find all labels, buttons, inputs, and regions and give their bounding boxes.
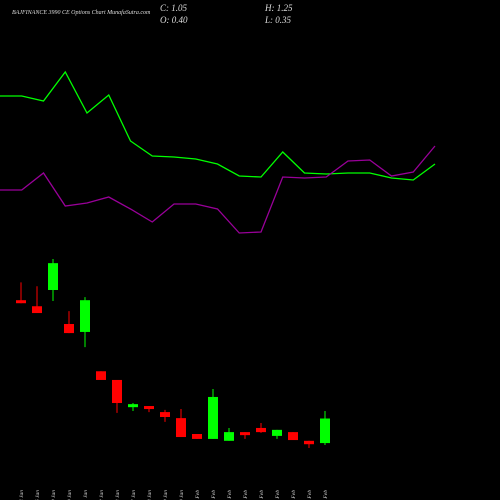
x-tick-label: 27 Jan: [131, 490, 137, 500]
candle-body: [288, 432, 298, 441]
candle-body: [224, 432, 234, 441]
x-tick-label: 16 Jan: [35, 490, 41, 500]
candle-body: [112, 379, 122, 404]
x-tick-label: 09 Feb: [275, 490, 281, 500]
x-tick-label: 19 Jan: [51, 490, 57, 500]
candle-body: [160, 412, 170, 417]
candle-body: [48, 263, 58, 290]
candle-body: [320, 418, 330, 444]
x-tick-label: 05 Feb: [243, 490, 249, 500]
ohlc-high: H: 1.25: [264, 3, 293, 13]
candle-body: [128, 404, 138, 408]
x-tick-label: 14 Jan: [18, 490, 25, 500]
candle-body: [272, 429, 282, 436]
candle-body: [192, 434, 202, 439]
x-tick-label: 04 Feb: [226, 490, 233, 500]
candle-body: [304, 440, 314, 445]
candle-body: [256, 427, 266, 433]
x-tick-label: 23 Jan: [115, 490, 121, 500]
candle-body: [208, 396, 218, 439]
x-tick-label: 11 Feb: [307, 490, 313, 500]
line-series: [0, 70, 436, 181]
ohlc-open: O: 0.40: [160, 15, 188, 25]
candle-body: [240, 432, 250, 436]
x-tick-label: 12 Feb: [323, 490, 329, 500]
candle-body: [64, 324, 74, 334]
candle-body: [80, 300, 90, 332]
candle-body: [176, 418, 186, 438]
x-tick-label: 20 Jan: [67, 490, 73, 500]
candle-body: [16, 300, 26, 304]
candle-body: [96, 371, 106, 380]
x-tick-label: 28 Jan: [147, 490, 153, 500]
ohlc-low: L: 0.35: [264, 15, 292, 25]
ohlc-close: C: 1.05: [160, 3, 188, 13]
x-tick-label: 03 Feb: [211, 490, 217, 500]
x-tick-label: 10 Feb: [291, 490, 297, 500]
x-tick-label: 06 Feb: [259, 490, 265, 500]
x-tick-label: 22 Jan: [99, 490, 105, 500]
x-tick-label: 21 Jan: [83, 490, 89, 500]
candle-body: [32, 306, 42, 314]
x-tick-label: 29 Jan: [163, 490, 169, 500]
candle-body: [144, 406, 154, 410]
chart-title: BAJFINANCE 3990 CE Options Chart MunafaS…: [12, 9, 151, 16]
line-series: [0, 145, 436, 234]
x-tick-label: 01 Feb: [195, 490, 201, 500]
x-tick-label: 30 Jan: [179, 490, 185, 500]
